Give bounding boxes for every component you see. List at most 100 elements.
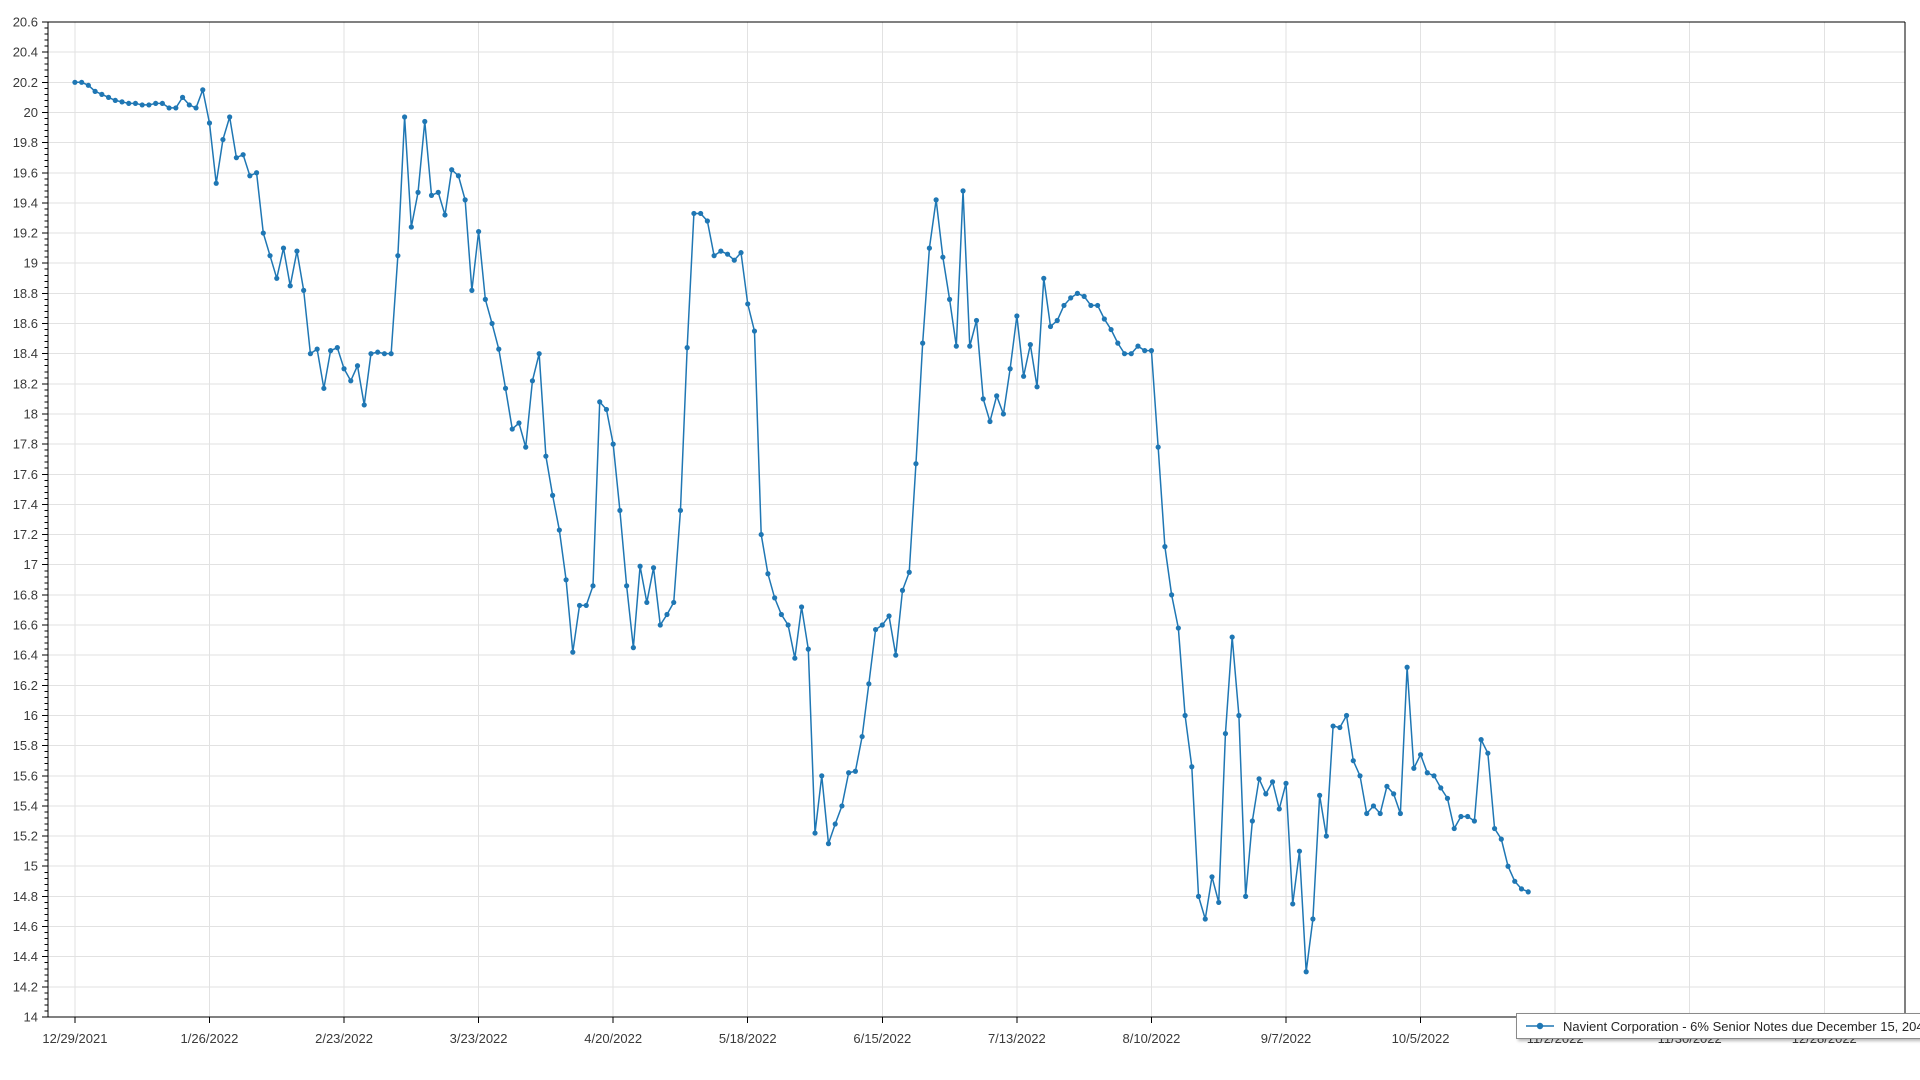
- y-axis-tick-label: 16.6: [13, 618, 38, 633]
- data-point-marker: [314, 346, 320, 352]
- data-point-marker: [1155, 444, 1161, 450]
- data-point-marker: [1323, 833, 1329, 839]
- data-point-marker: [1209, 874, 1215, 880]
- y-axis-tick-label: 19.8: [13, 135, 38, 150]
- data-point-marker: [893, 652, 899, 658]
- data-point-marker: [543, 453, 549, 459]
- data-point-marker: [79, 79, 85, 85]
- data-point-marker: [724, 251, 731, 257]
- data-point-marker: [1391, 791, 1397, 797]
- data-point-marker: [940, 254, 946, 260]
- data-point-marker: [1014, 313, 1020, 319]
- data-point-marker: [1471, 818, 1477, 824]
- data-point-marker: [1478, 737, 1484, 743]
- data-point-marker: [1047, 323, 1054, 330]
- y-axis-tick-label: 17.2: [13, 527, 38, 542]
- data-point-marker: [1135, 343, 1141, 349]
- data-point-marker: [906, 569, 912, 575]
- data-point-marker: [72, 79, 78, 85]
- data-point-marker: [240, 152, 246, 158]
- data-point-marker: [1195, 893, 1202, 899]
- data-point-marker: [1276, 806, 1282, 812]
- data-point-marker: [1101, 316, 1107, 322]
- y-axis-tick-label: 16.4: [13, 648, 38, 663]
- data-point-marker: [321, 385, 327, 391]
- data-point-marker: [1370, 803, 1377, 809]
- data-point-marker: [624, 583, 630, 589]
- legend-line-swatch: [1526, 1022, 1554, 1030]
- data-point-marker: [563, 577, 569, 583]
- data-point-marker: [1222, 730, 1229, 737]
- data-point-marker: [1128, 351, 1134, 357]
- data-point-marker: [267, 253, 273, 259]
- data-point-marker: [1148, 348, 1155, 354]
- data-point-marker: [933, 197, 939, 203]
- y-axis-tick-label: 18.6: [13, 316, 38, 331]
- y-axis-tick-label: 18.8: [13, 286, 38, 301]
- data-point-marker: [1108, 326, 1114, 333]
- data-point-marker: [1397, 810, 1403, 817]
- data-point-marker: [926, 245, 933, 251]
- data-point-marker: [126, 100, 132, 107]
- data-point-marker: [644, 599, 650, 606]
- data-point-marker: [1216, 899, 1222, 906]
- data-point-marker: [832, 821, 838, 827]
- y-axis-tick-label: 17: [24, 557, 38, 572]
- data-point-marker: [987, 418, 993, 425]
- data-point-marker: [253, 170, 260, 176]
- y-axis-tick-label: 19.6: [13, 165, 38, 180]
- data-point-marker: [307, 351, 313, 357]
- series-navient-6pct-2043: [72, 79, 1531, 975]
- data-point-marker: [920, 340, 926, 346]
- y-axis-tick-label: 15.8: [13, 738, 38, 753]
- data-point-marker: [590, 583, 596, 589]
- data-point-marker: [846, 770, 852, 776]
- data-point-marker: [1034, 384, 1040, 390]
- data-point-marker: [1404, 664, 1410, 670]
- data-point-marker: [1518, 886, 1525, 892]
- data-point-marker: [1007, 366, 1013, 372]
- data-point-marker: [758, 531, 764, 538]
- data-point-marker: [294, 248, 300, 254]
- y-axis-tick-label: 14.2: [13, 979, 38, 994]
- data-point-marker: [650, 565, 657, 571]
- data-point-marker: [731, 257, 737, 263]
- data-point-marker: [186, 102, 192, 108]
- data-point-marker: [179, 94, 186, 100]
- y-axis-tick-label: 20.6: [13, 15, 38, 30]
- data-point-marker: [1283, 780, 1289, 786]
- data-point-marker: [671, 599, 677, 606]
- data-point-marker: [381, 351, 388, 357]
- data-point-marker: [886, 613, 892, 619]
- data-point-marker: [718, 248, 724, 254]
- y-axis-tick-label: 14.4: [13, 949, 38, 964]
- data-point-marker: [482, 296, 488, 302]
- data-point-marker: [213, 180, 219, 186]
- data-point-marker: [1263, 791, 1269, 797]
- data-point-marker: [233, 155, 239, 161]
- y-axis-tick-label: 18.2: [13, 376, 38, 391]
- data-point-marker: [684, 345, 690, 351]
- data-point-marker: [496, 346, 502, 352]
- x-axis-tick-label: 8/10/2022: [1123, 1031, 1181, 1046]
- y-axis-tick-label: 20.2: [13, 75, 38, 90]
- data-point-marker: [597, 399, 603, 405]
- data-point-marker: [1498, 836, 1504, 842]
- data-point-marker: [1512, 878, 1518, 884]
- data-point-marker: [1310, 916, 1316, 922]
- data-point-marker: [1411, 765, 1417, 771]
- data-point-marker: [509, 426, 515, 432]
- data-point-marker: [1041, 275, 1047, 281]
- data-point-marker: [105, 94, 112, 100]
- data-point-marker: [1303, 969, 1309, 975]
- chart-legend[interactable]: Navient Corporation - 6% Senior Notes du…: [1516, 1013, 1920, 1039]
- x-axis-tick-label: 10/5/2022: [1392, 1031, 1450, 1046]
- y-axis-tick-label: 20.4: [13, 45, 38, 60]
- y-axis-tick-label: 20: [24, 105, 38, 120]
- data-point-marker: [1202, 916, 1208, 922]
- data-point-marker: [1249, 818, 1255, 824]
- data-point-marker: [704, 218, 710, 224]
- data-point-marker: [664, 611, 670, 618]
- data-point-marker: [1417, 752, 1424, 758]
